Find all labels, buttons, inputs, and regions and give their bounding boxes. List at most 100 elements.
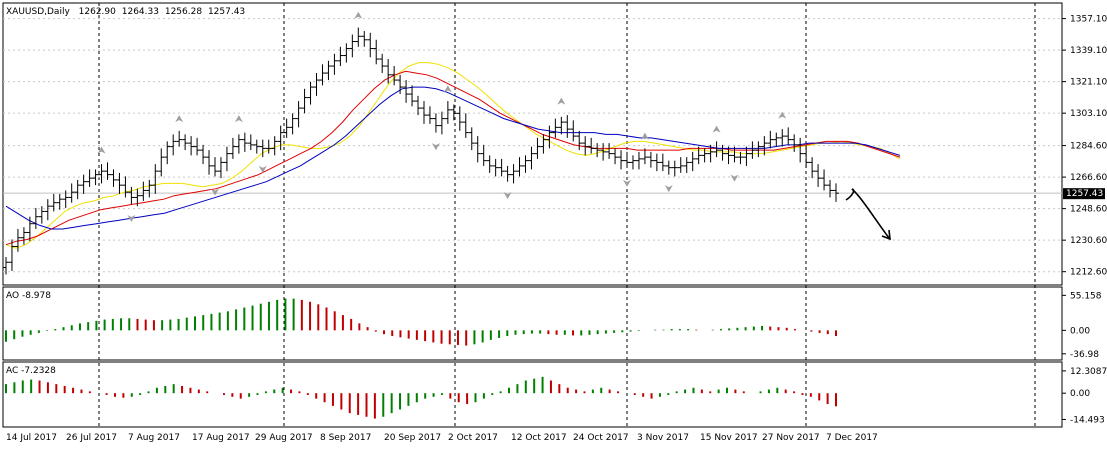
- ohlc-bar: [32, 207, 39, 229]
- ohlc-bar: [325, 60, 332, 81]
- ohlc-bar: [385, 59, 392, 84]
- ohlc-bar: [480, 144, 487, 166]
- x-tick-label: 14 Jul 2017: [6, 433, 57, 443]
- ohlc-bar: [361, 31, 368, 47]
- ohlc-bar: [653, 153, 660, 172]
- ohlc-bar: [701, 148, 708, 163]
- ohlc-bar: [713, 141, 720, 158]
- ohlc-bar: [474, 136, 481, 163]
- ohlc-bar: [211, 157, 218, 177]
- ohlc-bar: [641, 148, 648, 165]
- fractal-up-arrow: [175, 115, 184, 123]
- y-tick-label: 1266.60: [1070, 173, 1107, 183]
- x-tick-label: 15 Nov 2017: [700, 433, 758, 443]
- fractal-up-arrow: [234, 115, 243, 123]
- fractal-down-arrow: [431, 143, 440, 151]
- ohlc-bar: [409, 85, 416, 107]
- ohlc-bar: [152, 164, 159, 194]
- drawn-arrow-head: [881, 229, 891, 241]
- ohlc-bar: [797, 137, 804, 163]
- ao-histogram: 55.158 0.00 -36.98: [5, 291, 1102, 360]
- ohlc-low: 1256.28: [165, 7, 202, 17]
- ohlc-bar: [522, 155, 529, 173]
- y-tick-label: 1303.10: [1070, 109, 1107, 119]
- ohlc-bar: [504, 165, 511, 182]
- ohlc-bar: [134, 188, 141, 207]
- ohlc-bar: [247, 134, 254, 151]
- price-bars: [3, 27, 839, 275]
- ohlc-bar: [50, 193, 57, 212]
- ohlc-bar: [659, 153, 666, 172]
- ao-panel-border: [2, 286, 1063, 361]
- ohlc-bar: [462, 113, 469, 138]
- y-tick-label: 0.00: [1070, 326, 1090, 336]
- fractal-up-arrow: [557, 97, 566, 105]
- fractal-up-arrow: [97, 146, 106, 154]
- ohlc-bar: [194, 137, 201, 156]
- ohlc-bar: [182, 134, 189, 151]
- ohlc-bar: [647, 151, 654, 168]
- ohlc-bar: [821, 169, 828, 191]
- ohlc-bar: [677, 157, 684, 173]
- ohlc-bar: [456, 106, 463, 131]
- ohlc-bar: [558, 116, 565, 135]
- ohlc-bar: [731, 146, 738, 163]
- ohlc-bar: [743, 146, 750, 166]
- ohlc-bar: [337, 46, 344, 67]
- ohlc-bar: [600, 143, 607, 161]
- ohlc-bar: [217, 157, 224, 179]
- ohlc-bar: [44, 199, 51, 221]
- x-tick-label: 26 Jul 2017: [66, 433, 117, 443]
- ohlc-bar: [20, 227, 27, 245]
- fractal-down-arrow: [258, 165, 267, 173]
- y-tick-label: -36.98: [1070, 350, 1099, 360]
- y-tick-label: 1339.10: [1070, 46, 1107, 56]
- ohlc-bar: [146, 179, 153, 198]
- ohlc-bar: [128, 186, 135, 205]
- last-price-label: 1257.43: [1066, 189, 1103, 199]
- ohlc-bar: [749, 141, 756, 159]
- y-tick-label: 1212.60: [1070, 268, 1107, 278]
- ao-title: AO -8.978: [6, 291, 51, 301]
- ohlc-bar: [206, 150, 213, 175]
- fractal-markers: [97, 11, 787, 222]
- ohlc-bar: [492, 158, 499, 177]
- symbol-title: XAUUSD,Daily 1262.90 1264.33 1256.28 125…: [6, 7, 245, 17]
- x-tick-label: 24 Oct 2017: [573, 433, 629, 443]
- ohlc-bar: [74, 179, 81, 200]
- time-axis: 14 Jul 2017 26 Jul 2017 7 Aug 2017 17 Aug 2…: [6, 433, 878, 443]
- ohlc-bar: [391, 66, 398, 86]
- ac-panel-border: [2, 361, 1063, 428]
- ohlc-bar: [415, 95, 422, 116]
- ohlc-bar: [140, 181, 147, 201]
- ohlc-bar: [122, 176, 129, 198]
- ohlc-open: 1262.90: [79, 7, 116, 17]
- ohlc-bar: [26, 216, 33, 242]
- ohlc-bar: [791, 134, 798, 152]
- ohlc-bar: [86, 169, 93, 187]
- moving-average-lines: [5, 62, 901, 249]
- y-tick-label: -14.493: [1070, 415, 1105, 425]
- ohlc-bar: [98, 164, 105, 184]
- ohlc-bar: [516, 157, 523, 177]
- ohlc-bar: [725, 146, 732, 165]
- x-tick-label: 29 Aug 2017: [255, 433, 313, 443]
- ohlc-bar: [313, 73, 320, 96]
- fractal-up-arrow: [354, 11, 363, 19]
- ohlc-bar: [755, 141, 762, 158]
- ohlc-bar: [635, 151, 642, 170]
- ohlc-bar: [289, 113, 296, 135]
- ohlc-bar: [295, 101, 302, 128]
- ohlc-bar: [570, 120, 577, 142]
- ohlc-bar: [683, 157, 690, 173]
- last-price-tag: [1063, 188, 1105, 200]
- y-tick-label: 0.00: [1070, 389, 1090, 399]
- ohlc-bar: [271, 136, 278, 156]
- ohlc-bar: [540, 134, 547, 154]
- ohlc-bar: [588, 137, 595, 154]
- fractal-down-arrow: [730, 174, 739, 182]
- ohlc-bar: [229, 137, 236, 159]
- fractal-down-arrow: [503, 192, 512, 200]
- x-tick-label: 20 Sep 2017: [384, 433, 441, 443]
- ohlc-bar: [737, 151, 744, 165]
